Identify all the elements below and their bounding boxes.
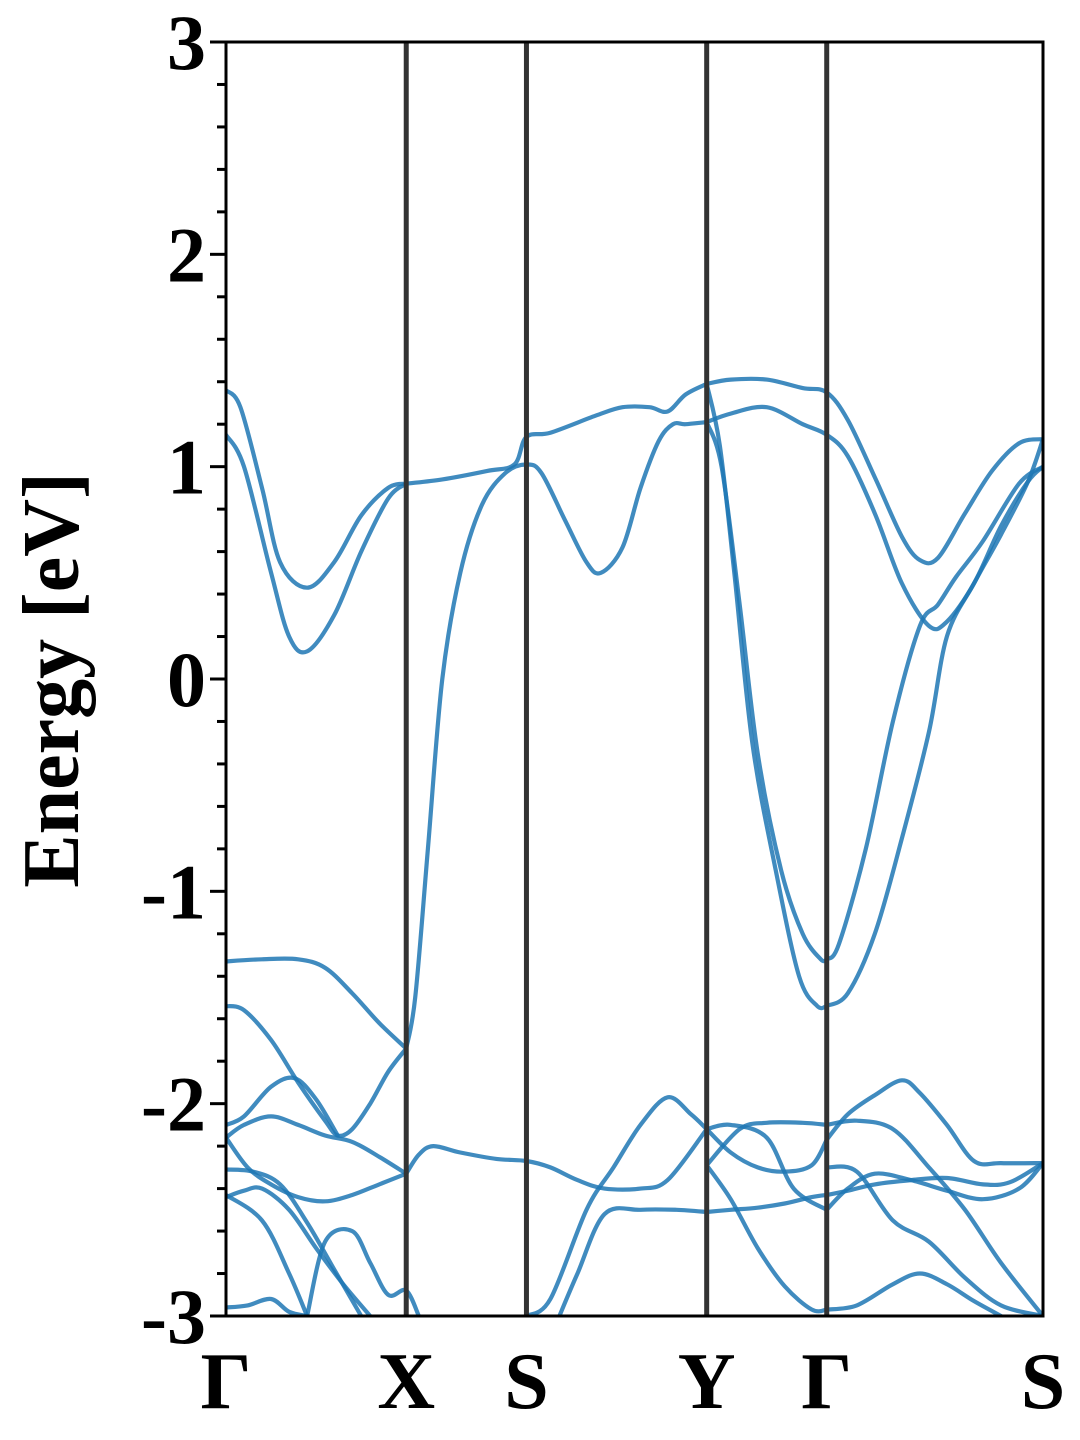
band-line-27 (704, 1122, 829, 1212)
band-line-6 (704, 404, 1043, 632)
band-line-30 (824, 1118, 1043, 1316)
kpoint-label-5: Γ (801, 1338, 852, 1426)
band-line-2 (226, 432, 409, 655)
band-line-19 (226, 1192, 310, 1316)
band-line-3 (404, 381, 709, 486)
band-line-14 (226, 1114, 409, 1176)
band-line-32 (824, 1161, 1043, 1212)
kpoint-label-4: Y (678, 1338, 736, 1426)
band-line-5 (704, 376, 1043, 566)
band-line-13 (226, 1075, 340, 1138)
band-line-18 (226, 1185, 373, 1316)
y-tick-label-5: -1 (141, 848, 206, 935)
band-line-26 (704, 1120, 829, 1168)
band-line-10 (824, 464, 1043, 962)
band-line-1 (226, 388, 409, 590)
band-line-12 (226, 1003, 409, 1138)
kpoint-label-3: S (504, 1338, 549, 1426)
y-tick-label-2: 2 (167, 211, 206, 298)
kpoint-label-6: S (1021, 1338, 1066, 1426)
band-line-34 (824, 1271, 1004, 1316)
band-line-4 (404, 420, 709, 1051)
y-tick-label-1: 3 (167, 0, 206, 86)
y-axis-title: Energy [eV] (8, 472, 96, 887)
band-line-11 (226, 956, 409, 1051)
band-line-31 (824, 1161, 1043, 1198)
band-line-28 (704, 1163, 829, 1314)
band-line-25 (704, 1192, 829, 1215)
band-line-22 (524, 1095, 709, 1316)
high-symmetry-lines (403, 42, 830, 1316)
y-tick-label-4: 0 (167, 636, 206, 723)
band-lines (226, 376, 1043, 1316)
band-line-21 (305, 1227, 421, 1316)
band-line-24 (704, 1127, 829, 1174)
band-line-20 (226, 1296, 310, 1316)
band-line-8 (704, 420, 829, 964)
kpoint-label-2: X (377, 1338, 435, 1426)
plot-frame (224, 40, 1045, 1318)
band-line-23 (557, 1206, 709, 1316)
band-line-16 (404, 1127, 709, 1192)
y-tick-label-6: -2 (141, 1061, 206, 1148)
band-line-9 (824, 437, 1043, 1009)
kpoint-label-1: Γ (201, 1338, 252, 1426)
y-tick-label-3: 1 (167, 424, 206, 511)
y-tick-label-7: -3 (141, 1273, 206, 1360)
band-line-33 (824, 1164, 1043, 1316)
y-axis-ticks: 3 2 1 0 -1 -2 -3 (141, 0, 226, 1360)
band-line-29 (824, 1078, 1043, 1167)
